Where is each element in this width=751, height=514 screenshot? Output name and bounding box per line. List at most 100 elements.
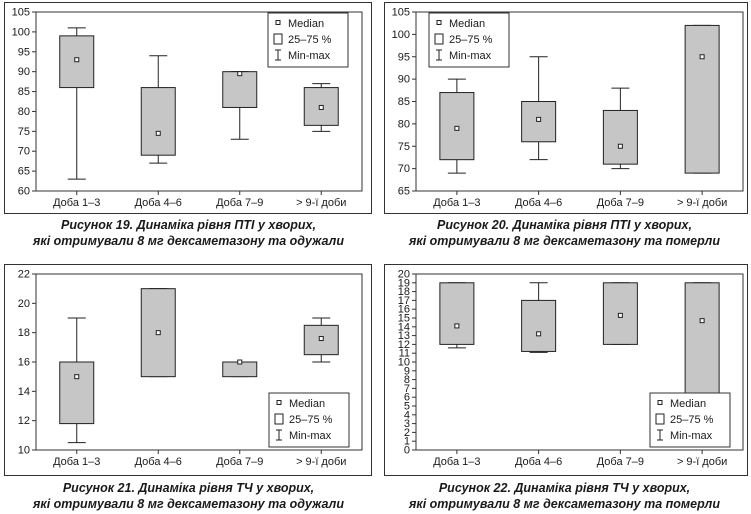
y-tick-label: 12 bbox=[18, 415, 30, 427]
y-tick-label: 16 bbox=[398, 304, 410, 316]
y-tick-label: 2 bbox=[404, 427, 410, 439]
y-tick-label: 100 bbox=[392, 29, 410, 41]
x-tick-label: > 9-ї доби bbox=[677, 197, 727, 209]
y-tick-label: 16 bbox=[18, 357, 30, 369]
x-tick-label: Доба 1–3 bbox=[53, 456, 100, 468]
y-tick-label: 14 bbox=[398, 321, 410, 333]
legend-median-label: Median bbox=[289, 398, 325, 410]
median-marker bbox=[536, 331, 542, 337]
caption-figure-19: Рисунок 19. Динаміка рівня ПТІ у хворих,… bbox=[2, 217, 375, 249]
legend: Median 25–75 % Min-max bbox=[649, 392, 731, 448]
chart-panel-19: 60 65 70 75 80 85 90 95 100 105 Доба 1–3 Доба 4–6 До… bbox=[0, 0, 373, 215]
caption-figure-21: Рисунок 21. Динаміка рівня ТЧ у хворих, … bbox=[2, 480, 375, 512]
chart-panel-21: 10 12 14 16 18 20 22 Доба 1–3 Доба 4–6 Доба 7–9 > … bbox=[0, 262, 373, 477]
box-group bbox=[222, 359, 258, 378]
y-tick-label: 10 bbox=[18, 445, 30, 457]
box-group bbox=[602, 282, 638, 345]
legend-median-icon bbox=[275, 20, 281, 25]
legend-iqr-icon bbox=[434, 33, 444, 45]
y-tick-label: 105 bbox=[392, 7, 410, 19]
legend: Median 25–75 % Min-max bbox=[267, 12, 349, 68]
legend-median-icon bbox=[436, 20, 442, 25]
iqr-box bbox=[602, 109, 638, 165]
y-tick-label: 11 bbox=[399, 348, 410, 360]
box-group bbox=[140, 288, 176, 378]
legend-range-label: Min-max bbox=[289, 430, 332, 442]
median-marker bbox=[699, 54, 705, 60]
median-marker bbox=[617, 312, 623, 318]
box-group bbox=[303, 317, 339, 363]
median-marker bbox=[318, 104, 324, 110]
y-tick-label: 14 bbox=[18, 386, 30, 398]
x-tick-label: > 9-ї доби bbox=[296, 197, 346, 209]
median-marker bbox=[74, 374, 80, 380]
y-tick-label: 18 bbox=[18, 327, 30, 339]
x-tick-label: Доба 1–3 bbox=[433, 456, 480, 468]
y-tick-label: 90 bbox=[18, 66, 30, 78]
y-tick-label: 4 bbox=[404, 409, 410, 421]
median-marker bbox=[237, 359, 243, 365]
iqr-box bbox=[222, 71, 258, 108]
median-marker bbox=[74, 57, 80, 63]
y-tick-label: 105 bbox=[12, 7, 30, 19]
y-tick-label: 12 bbox=[398, 339, 410, 351]
y-tick-label: 1 bbox=[404, 436, 410, 448]
x-axis: Доба 1–3 Доба 4–6 Доба 7–9 > 9-ї доби bbox=[53, 450, 346, 468]
legend-range-label: Min-max bbox=[449, 50, 492, 62]
caption-line-2: які отримували 8 мг дексаметазону та пом… bbox=[409, 497, 720, 511]
median-marker bbox=[617, 143, 623, 149]
x-tick-label: Доба 1–3 bbox=[433, 197, 480, 209]
median-marker bbox=[699, 318, 705, 324]
y-tick-label: 85 bbox=[398, 96, 410, 108]
box-group bbox=[684, 24, 720, 174]
y-tick-label: 90 bbox=[398, 74, 410, 86]
y-tick-label: 15 bbox=[398, 313, 410, 325]
x-axis: Доба 1–3 Доба 4–6 Доба 7–9 > 9-ї доби bbox=[53, 191, 346, 209]
x-tick-label: Доба 7–9 bbox=[216, 197, 263, 209]
y-tick-label: 80 bbox=[18, 106, 30, 118]
caption-line-1: Рисунок 22. Динаміка рівня ТЧ у хворих, bbox=[438, 481, 691, 495]
y-tick-label: 10 bbox=[398, 357, 410, 369]
legend-median-icon bbox=[657, 400, 663, 405]
x-tick-label: > 9-ї доби bbox=[296, 456, 346, 468]
legend-median-icon bbox=[276, 400, 282, 405]
legend: Median 25–75 % Min-max bbox=[428, 12, 510, 68]
legend-median-label: Median bbox=[670, 398, 706, 410]
iqr-box bbox=[439, 282, 475, 345]
iqr-box bbox=[140, 87, 176, 156]
legend-iqr-label: 25–75 % bbox=[288, 34, 332, 46]
x-tick-label: Доба 1–3 bbox=[53, 197, 100, 209]
y-tick-label: 19 bbox=[398, 277, 410, 289]
median-marker bbox=[454, 125, 460, 131]
legend-median-label: Median bbox=[288, 18, 324, 30]
median-marker bbox=[536, 116, 542, 122]
chart-panel-20: 65 70 75 80 85 90 95 100 105 Доба 1–3 Доба 4–6 Доба… bbox=[380, 0, 749, 215]
y-tick-label: 65 bbox=[18, 166, 30, 178]
y-tick-label: 85 bbox=[18, 86, 30, 98]
legend-iqr-label: 25–75 % bbox=[670, 414, 714, 426]
y-axis: 65 70 75 80 85 90 95 100 105 bbox=[392, 7, 416, 198]
box-group bbox=[521, 56, 557, 161]
boxplot-chart: 10 12 14 16 18 20 22 Доба 1–3 Доба 4–6 Доба 7–9 > … bbox=[4, 264, 372, 476]
y-tick-label: 95 bbox=[18, 46, 30, 58]
caption-line-1: Рисунок 20. Динаміка рівня ПТІ у хворих, bbox=[437, 218, 692, 232]
y-tick-label: 75 bbox=[18, 126, 30, 138]
caption-line-1: Рисунок 21. Динаміка рівня ТЧ у хворих, bbox=[62, 481, 315, 495]
legend: Median 25–75 % Min-max bbox=[268, 392, 350, 448]
y-tick-label: 0 bbox=[404, 445, 410, 457]
legend-iqr-icon bbox=[274, 413, 284, 425]
y-tick-label: 65 bbox=[398, 186, 410, 198]
y-tick-label: 100 bbox=[12, 26, 30, 38]
legend-iqr-label: 25–75 % bbox=[289, 414, 333, 426]
y-axis: 60 65 70 75 80 85 90 95 100 105 bbox=[12, 7, 36, 198]
y-tick-label: 75 bbox=[398, 141, 410, 153]
plot-frame bbox=[35, 11, 363, 192]
median-marker bbox=[454, 323, 460, 329]
y-tick-label: 6 bbox=[404, 392, 410, 404]
legend-range-label: Min-max bbox=[288, 50, 331, 62]
y-tick-label: 70 bbox=[18, 146, 30, 158]
y-tick-label: 13 bbox=[398, 330, 410, 342]
caption-figure-22: Рисунок 22. Динаміка рівня ТЧ у хворих, … bbox=[378, 480, 751, 512]
x-tick-label: Доба 4–6 bbox=[515, 456, 562, 468]
